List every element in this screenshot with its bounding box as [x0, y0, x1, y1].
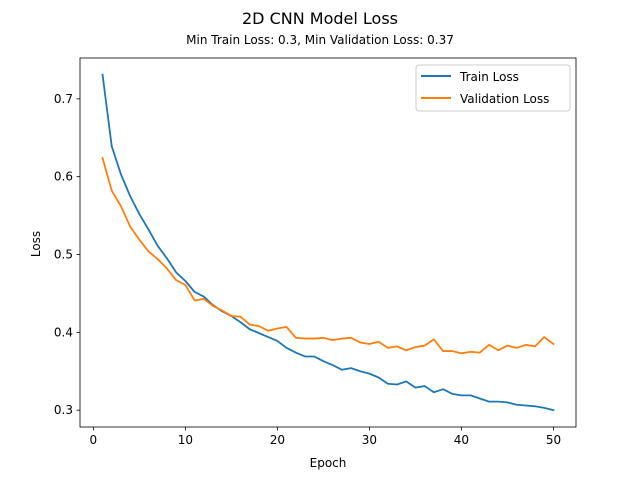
x-tick-label: 10 [178, 433, 193, 447]
y-tick-label: 0.3 [54, 403, 73, 417]
x-tick-label: 40 [454, 433, 469, 447]
legend: Train Loss Validation Loss [415, 64, 571, 112]
train-loss-line [101, 73, 555, 412]
x-tick-label: 30 [362, 433, 377, 447]
x-axis-ticks: 0 10 20 30 40 50 [90, 427, 561, 447]
legend-box [415, 64, 571, 112]
y-tick-label: 0.6 [54, 170, 73, 184]
y-axis-label: Loss [29, 231, 43, 257]
axes-frame [79, 57, 577, 428]
chart-title: 2D CNN Model Loss [242, 9, 398, 28]
x-axis-label: Epoch [310, 456, 347, 470]
legend-label-validation: Validation Loss [460, 92, 549, 106]
y-tick-label: 0.5 [54, 248, 73, 262]
y-tick-label: 0.7 [54, 92, 73, 106]
chart-subtitle: Min Train Loss: 0.3, Min Validation Loss… [186, 33, 454, 47]
x-tick-label: 0 [90, 433, 98, 447]
y-axis-ticks: 0.3 0.4 0.5 0.6 0.7 [54, 92, 80, 417]
series-lines [101, 73, 555, 412]
legend-label-train: Train Loss [459, 70, 519, 84]
plot-area [79, 57, 577, 428]
x-tick-label: 50 [546, 433, 561, 447]
x-tick-label: 20 [270, 433, 285, 447]
validation-loss-line [101, 156, 555, 355]
y-tick-label: 0.4 [54, 325, 73, 339]
